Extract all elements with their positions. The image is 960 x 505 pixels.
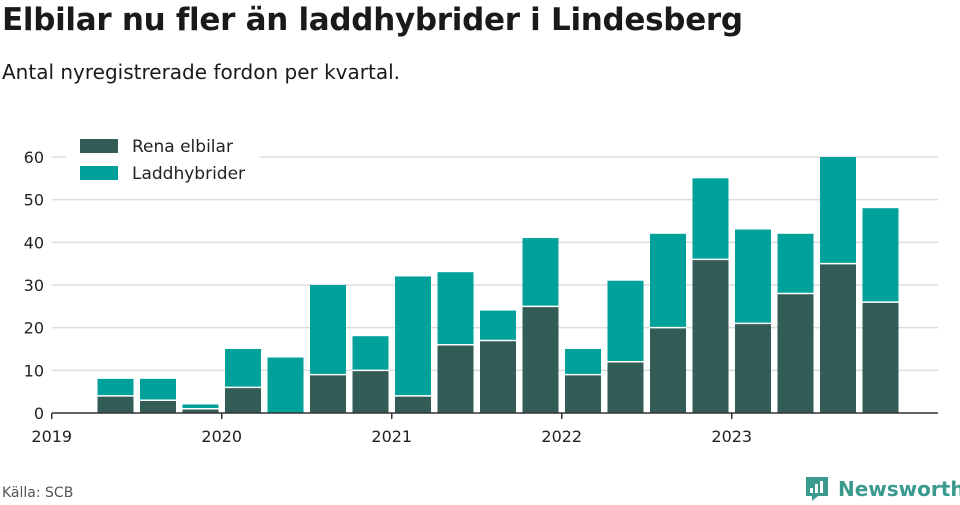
y-tick-label: 60 [24,148,44,167]
bar-laddhybrider [862,208,899,303]
bar-laddhybrider [692,178,729,260]
bar-rena-elbilar [735,323,771,413]
bars [97,157,899,413]
legend-item-laddhybrider-swatch [80,166,118,180]
x-tick-label: 2020 [201,427,242,446]
chart-title: Elbilar nu fler än laddhybrider i Lindes… [2,2,743,38]
bar-laddhybrider [565,349,601,375]
y-tick-label: 0 [34,404,44,423]
bar-rena-elbilar [437,344,474,413]
legend-item-rena-elbilar-label: Rena elbilar [132,137,233,157]
bar-laddhybrider [522,238,559,307]
bar-rena-elbilar [862,302,899,413]
bar-rena-elbilar [480,340,516,413]
bar-rena-elbilar [310,374,346,413]
bar-laddhybrider [140,378,176,401]
y-tick-label: 20 [24,319,44,338]
bar-laddhybrider [267,357,304,413]
bar-rena-elbilar [225,387,261,413]
bar-rena-elbilar [522,306,559,413]
bar-rena-elbilar [820,263,856,413]
bar-laddhybrider [182,404,219,409]
legend-item-laddhybrider-label: Laddhybrider [132,164,245,184]
bar-rena-elbilar [565,374,601,413]
x-tick-label: 2022 [541,427,582,446]
bar-laddhybrider [735,229,771,324]
y-tick-label: 40 [24,233,44,252]
bar-rena-elbilar [97,395,134,413]
bar-laddhybrider [820,157,856,264]
bar-rena-elbilar [650,327,686,413]
bar-rena-elbilar [352,370,389,413]
bar-laddhybrider [480,310,516,341]
bar-laddhybrider [437,272,474,345]
bar-rena-elbilar [777,293,814,413]
bar-laddhybrider [97,378,134,396]
x-tick-label: 2023 [711,427,752,446]
bar-laddhybrider [607,280,644,362]
legend-item-rena-elbilar-swatch [80,139,118,153]
bar-rena-elbilar [692,259,729,413]
bar-rena-elbilar [140,400,176,413]
bar-laddhybrider [352,336,389,371]
y-tick-label: 50 [24,191,44,210]
x-tick-label: 2021 [371,427,412,446]
bar-rena-elbilar [182,408,219,413]
bar-laddhybrider [225,349,261,388]
newsworthy-logo-icon [806,477,828,501]
axes: 0 10 20 30 40 50 60 2019 2020 2021 2022 2023 [24,148,938,446]
brand[interactable]: Newsworthy [804,474,960,504]
bar-rena-elbilar [395,395,431,413]
chart-subtitle: Antal nyregistrerade fordon per kvartal. [2,60,401,84]
bar-laddhybrider [310,285,346,375]
x-tick-label: 2019 [31,427,72,446]
y-tick-label: 30 [24,276,44,295]
brand-name: Newsworthy [838,477,960,501]
y-tick-label: 10 [24,361,44,380]
bar-rena-elbilar [607,361,644,413]
bar-laddhybrider [395,276,431,396]
source-note: Källa: SCB [2,485,74,501]
legend: Rena elbilar Laddhybrider [66,131,260,187]
bar-laddhybrider [777,233,814,294]
bar-laddhybrider [650,233,686,328]
